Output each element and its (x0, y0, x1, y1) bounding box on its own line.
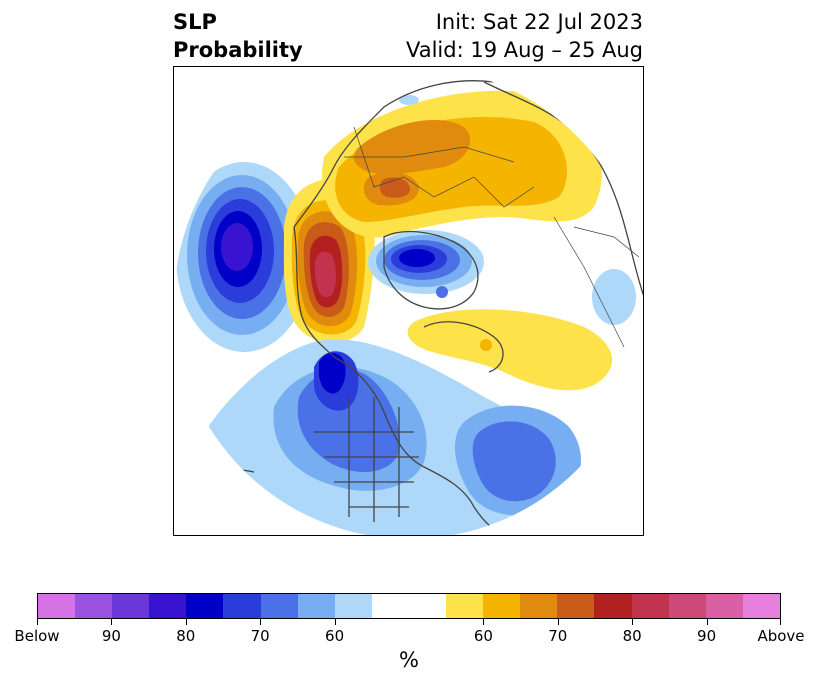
colorbar-segment (260, 594, 298, 618)
plot-title: SLP Probability (173, 8, 303, 64)
colorbar-segment (594, 594, 632, 618)
colorbar-tick (185, 619, 187, 625)
colorbar-tick-label: Below (14, 627, 60, 645)
colorbar-tick-label: 90 (101, 627, 121, 645)
colorbar-segment (334, 594, 372, 618)
colorbar-segment (75, 594, 113, 618)
colorbar-tick (557, 619, 559, 625)
colorbar-segment (38, 594, 76, 618)
colorbar-segment (520, 594, 558, 618)
map-panel (173, 66, 644, 536)
colorbar-unit: % (399, 648, 419, 672)
colorbar-segment (186, 594, 224, 618)
colorbar-segment (742, 594, 780, 618)
colorbar-tick-label: 60 (473, 627, 493, 645)
colorbar-tick-label: 90 (697, 627, 717, 645)
init-date: Init: Sat 22 Jul 2023 (435, 10, 643, 34)
colorbar-tick (111, 619, 113, 625)
title-line-1: SLP (173, 10, 217, 34)
coastlines (193, 80, 643, 535)
colorbar-tick-label: 70 (548, 627, 568, 645)
colorbar-segment (297, 594, 335, 618)
colorbar (37, 593, 781, 619)
colorbar-tick-label: 60 (325, 627, 345, 645)
polar-map (174, 67, 643, 535)
colorbar-segment (446, 594, 484, 618)
north-atlantic-negative (454, 405, 581, 516)
colorbar-segment (149, 594, 187, 618)
colorbar-tick (260, 619, 262, 625)
colorbar-tick (780, 619, 781, 625)
north-pacific-negative (176, 162, 312, 352)
colorbar-tick (706, 619, 708, 625)
colorbar-segment (631, 594, 669, 618)
europe-atlantic-positive (407, 309, 613, 391)
colorbar-segment (668, 594, 706, 618)
colorbar-segment (112, 594, 150, 618)
arctic-ocean-negative (368, 95, 636, 325)
forecast-dates: Init: Sat 22 Jul 2023 Valid: 19 Aug – 25… (406, 8, 643, 64)
colorbar-tick (37, 619, 38, 625)
colorbar-tick-label: 70 (250, 627, 270, 645)
colorbar-tick-label: 80 (622, 627, 642, 645)
title-line-2: Probability (173, 38, 303, 62)
borders (344, 126, 640, 348)
colorbar-segment (223, 594, 261, 618)
colorbar-segment (557, 594, 595, 618)
eurasia-positive (322, 90, 602, 238)
colorbar-segment (705, 594, 743, 618)
colorbar-tick (483, 619, 485, 625)
colorbar-segment (371, 594, 447, 618)
colorbar-tick-label: 80 (176, 627, 196, 645)
colorbar-segment (483, 594, 521, 618)
colorbar-tick (334, 619, 336, 625)
colorbar-tick-label: Above (757, 627, 805, 645)
colorbar-tick (632, 619, 634, 625)
valid-range: Valid: 19 Aug – 25 Aug (405, 38, 643, 62)
